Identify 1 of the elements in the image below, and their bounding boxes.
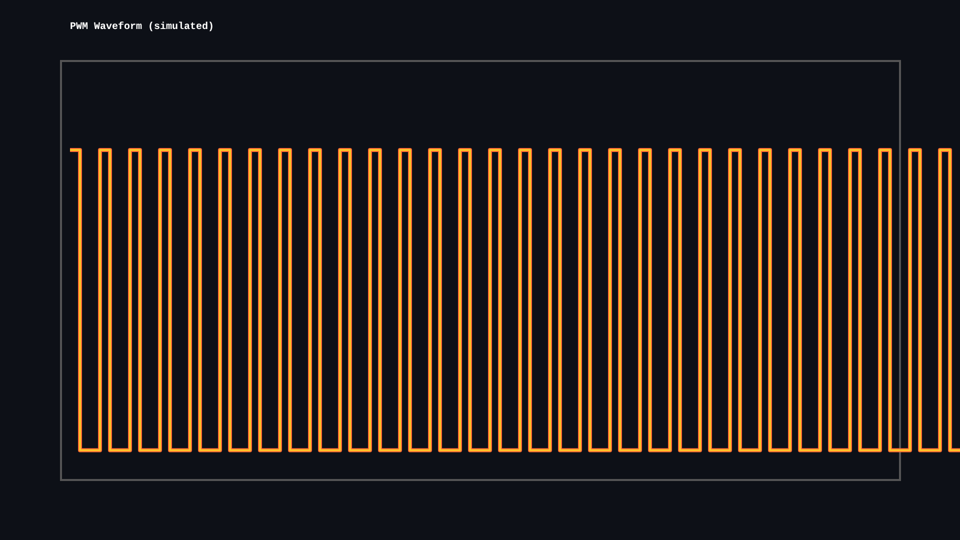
chart-title: PWM Waveform (simulated) [70, 21, 214, 33]
